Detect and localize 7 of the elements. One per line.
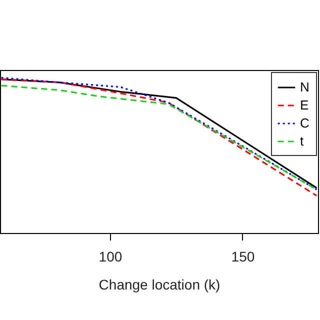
legend-label: C (300, 116, 310, 130)
x-tick-label: 150 (231, 248, 255, 264)
legend-label: t (300, 134, 304, 148)
x-axis-title: Change location (k) (98, 276, 220, 292)
x-tick-label: 100 (98, 248, 122, 264)
legend-label: N (300, 80, 310, 94)
legend-label: E (300, 98, 309, 112)
